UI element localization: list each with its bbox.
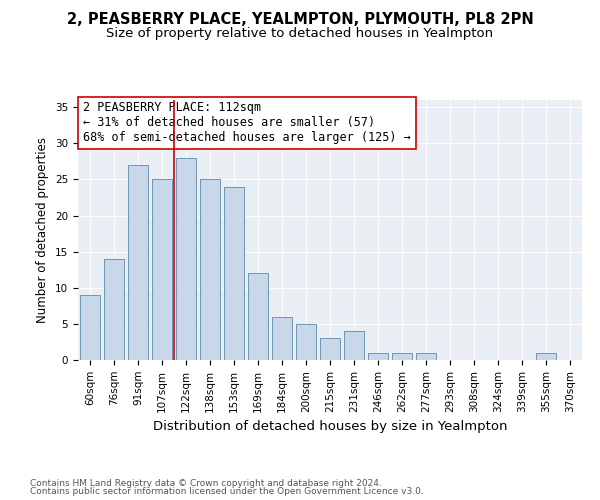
Text: 2 PEASBERRY PLACE: 112sqm
← 31% of detached houses are smaller (57)
68% of semi-: 2 PEASBERRY PLACE: 112sqm ← 31% of detac… <box>83 102 411 144</box>
Bar <box>272 316 292 360</box>
Bar <box>296 324 316 360</box>
Text: Size of property relative to detached houses in Yealmpton: Size of property relative to detached ho… <box>106 28 494 40</box>
X-axis label: Distribution of detached houses by size in Yealmpton: Distribution of detached houses by size … <box>153 420 507 433</box>
Bar <box>200 180 220 360</box>
Bar <box>536 353 556 360</box>
Bar <box>248 274 268 360</box>
Bar <box>152 180 172 360</box>
Bar <box>224 186 244 360</box>
Bar <box>368 353 388 360</box>
Y-axis label: Number of detached properties: Number of detached properties <box>37 137 49 323</box>
Text: Contains public sector information licensed under the Open Government Licence v3: Contains public sector information licen… <box>30 487 424 496</box>
Bar <box>320 338 340 360</box>
Bar <box>416 353 436 360</box>
Bar <box>104 259 124 360</box>
Text: Contains HM Land Registry data © Crown copyright and database right 2024.: Contains HM Land Registry data © Crown c… <box>30 478 382 488</box>
Bar <box>80 295 100 360</box>
Bar <box>176 158 196 360</box>
Bar <box>128 165 148 360</box>
Bar <box>392 353 412 360</box>
Text: 2, PEASBERRY PLACE, YEALMPTON, PLYMOUTH, PL8 2PN: 2, PEASBERRY PLACE, YEALMPTON, PLYMOUTH,… <box>67 12 533 28</box>
Bar <box>344 331 364 360</box>
